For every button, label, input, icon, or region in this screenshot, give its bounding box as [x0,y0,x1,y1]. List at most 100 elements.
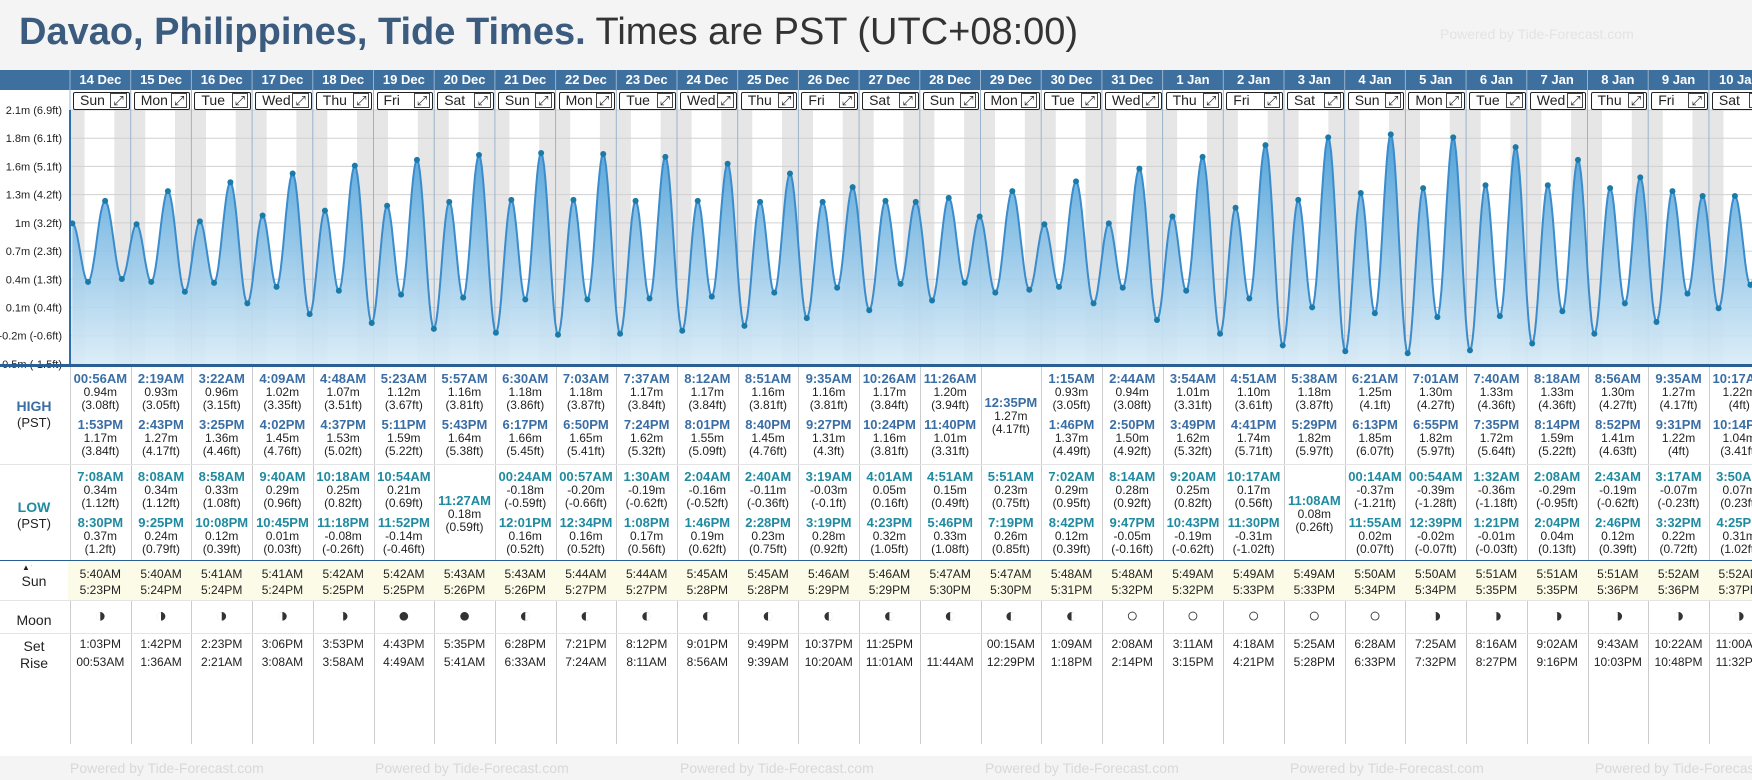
lo-tide-feet: (0.52ft) [506,543,545,556]
hi-tide-feet: (3.81ft) [809,399,848,412]
y-axis-label: -0.2m (-0.6ft) [0,331,62,343]
expand-icon[interactable]: ⤢ [1081,93,1098,108]
low-tz-label: (PST) [17,517,51,531]
lo-tide-meters: -0.39m [1417,484,1455,497]
watermark-footer: Powered by Tide-Forecast.com [70,760,264,776]
expand-icon[interactable]: ⤢ [717,93,734,108]
tide-point [538,149,545,156]
dow-label: Wed [1536,92,1566,108]
tide-point [476,151,483,158]
expand-icon[interactable]: ⤢ [1020,93,1038,108]
moonset-time: 11:00AM [1715,638,1752,651]
lo-tide-meters: 0.01m [265,530,300,543]
y-axis-label: 2.1m (6.9ft) [6,105,62,117]
lo-tide-feet: (1.2ft) [84,543,117,556]
tide-point [786,170,793,177]
sunset-time: 5:26PM [443,584,486,597]
lo-tide-time: 2:28PM [745,516,791,530]
expand-icon[interactable]: ⤢ [474,93,491,108]
expand-icon[interactable]: ⤢ [838,93,856,108]
lo-tide-meters: 0.07m [1722,484,1752,497]
moonset-time: 3:11AM [1172,638,1214,651]
lo-tide-feet: (0.39ft) [1052,543,1091,556]
sunrise-time: 5:40AM [140,568,182,581]
dow-cell: Mon ⤢ [133,92,191,110]
date-header-bar [0,70,1752,90]
dow-cell: Wed ⤢ [1529,92,1587,110]
expand-icon[interactable]: ⤢ [656,93,673,108]
hi-tide-feet: (5.32ft) [627,445,666,458]
expand-icon[interactable]: ⤢ [595,93,613,108]
hi-tide-time: 12:35PM [984,396,1038,410]
lo-tide-meters: 0.17m [629,530,664,543]
expand-icon[interactable]: ⤢ [1749,93,1752,108]
moonset-time: 9:43AM [1597,638,1639,651]
column-divider [1284,366,1285,744]
hi-tide-meters: 1.20m [933,386,967,399]
expand-icon[interactable]: ⤢ [1567,93,1584,108]
column-divider [919,366,921,744]
moon-phase-icon: ○ [1186,605,1199,627]
dow-cell: Wed ⤢ [1104,92,1162,110]
moonset-time: 3:53PM [322,638,364,651]
expand-icon[interactable]: ⤢ [1142,93,1159,108]
expand-icon[interactable]: ⤢ [1263,93,1280,108]
moonrise-time: 6:33AM [504,656,546,669]
hi-tide-time: 7:37AM [623,372,670,386]
lo-tide-meters: 0.34m [83,484,118,497]
sunrise-time: 5:49AM [1293,568,1336,581]
lo-tide-time: 2:08AM [1534,470,1581,484]
sunset-time: 5:28PM [686,584,729,597]
lo-tide-meters: 0.19m [690,530,725,543]
lo-tide-feet: (-0.62ft) [625,497,668,510]
hi-tide-feet: (5.02ft) [324,445,363,458]
expand-icon[interactable]: ⤢ [413,93,431,108]
sunset-time: 5:24PM [261,584,304,597]
expand-icon[interactable]: ⤢ [960,93,977,108]
dow-cell: Sat ⤢ [862,92,919,110]
hi-tide-meters: 1.31m [812,432,846,445]
tide-point [1496,313,1503,320]
tide-point [555,331,562,338]
tide-point [1559,308,1566,315]
expand-icon[interactable]: ⤢ [1506,93,1523,108]
moon-phase-icon: ◑ [215,605,228,627]
hi-tide-meters: 1.01m [933,432,967,445]
y-axis-label: 0.1m (0.4ft) [6,302,62,314]
hi-tide-feet: (4.17ft) [1659,399,1698,412]
high-label: HIGH [16,400,52,414]
lo-tide-time: 8:08AM [137,470,185,484]
tide-point [992,289,999,296]
tide-point [1450,134,1457,141]
expand-icon[interactable]: ⤢ [1445,93,1463,108]
sunset-time: 5:34PM [1354,584,1396,597]
expand-icon[interactable]: ⤢ [170,93,188,108]
expand-icon[interactable]: ⤢ [1384,93,1402,108]
tide-point [1232,204,1239,211]
expand-icon[interactable]: ⤢ [535,93,552,108]
lo-tide-feet: (0.49ft) [931,497,970,510]
moon-phase-icon: ◑ [1672,605,1685,627]
moon-phase-icon: ◐ [579,605,592,627]
expand-icon[interactable]: ⤢ [777,93,795,108]
hi-tide-feet: (6.07ft) [1356,445,1395,458]
lo-tide-feet: (0.95ft) [1052,497,1091,510]
watermark-footer: Powered by Tide-Forecast.com [1290,760,1484,776]
expand-icon[interactable]: ⤢ [1627,93,1645,108]
expand-icon[interactable]: ⤢ [292,93,309,108]
lo-tide-meters: 0.15m [933,484,967,497]
expand-icon[interactable]: ⤢ [1202,93,1220,108]
hi-tide-meters: 1.55m [690,432,725,445]
dow-cell: Tue ⤢ [619,92,676,110]
lo-tide-meters: 0.21m [387,484,421,497]
expand-icon[interactable]: ⤢ [353,93,370,108]
expand-icon[interactable]: ⤢ [231,93,249,108]
expand-icon[interactable]: ⤢ [1324,93,1341,108]
y-axis-label: 1.8m (6.1ft) [6,133,62,145]
expand-icon[interactable]: ⤢ [1688,93,1705,108]
tide-point [1529,340,1536,347]
hi-tide-feet: (5.64ft) [1477,445,1516,458]
expand-icon[interactable]: ⤢ [110,93,127,108]
dow-cell: Mon ⤢ [1408,92,1466,110]
expand-icon[interactable]: ⤢ [899,93,916,108]
